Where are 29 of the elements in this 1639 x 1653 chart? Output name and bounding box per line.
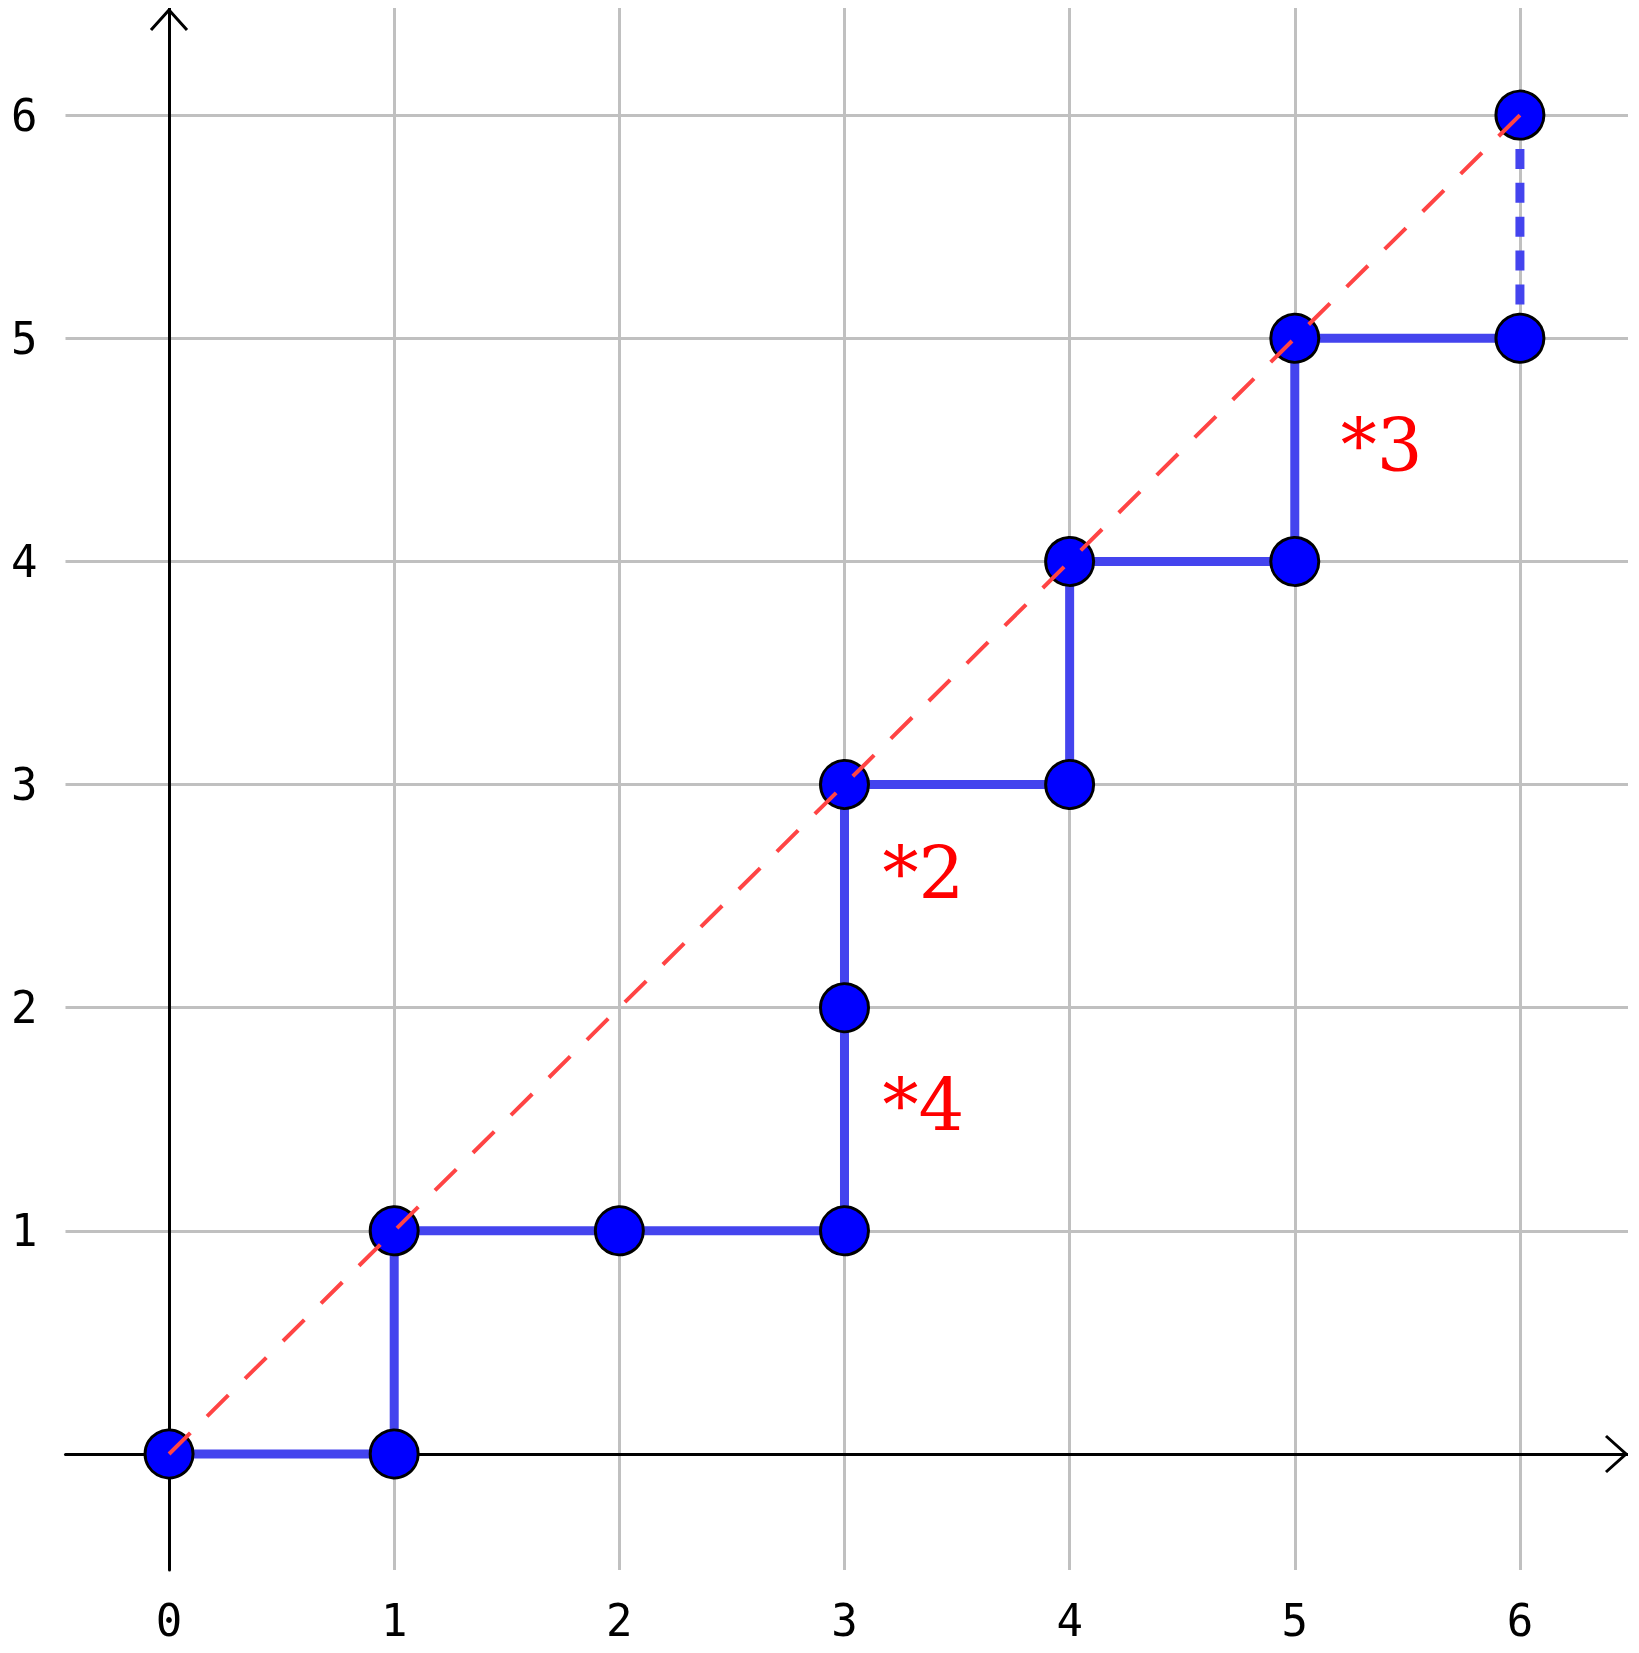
annotation: *4 (882, 1064, 965, 1149)
x-tick-label: 0 (155, 1594, 183, 1646)
point (819, 982, 870, 1034)
point (1044, 535, 1096, 587)
point (1494, 89, 1546, 141)
x-tick-label: 6 (1506, 1594, 1534, 1646)
point (143, 1428, 195, 1480)
point (1269, 535, 1321, 587)
x-tick-label: 4 (1056, 1594, 1083, 1646)
point (819, 759, 870, 811)
annotation: *3 (1340, 403, 1423, 488)
x-tick-label: 1 (380, 1594, 408, 1646)
point (368, 1205, 420, 1257)
point (1044, 759, 1096, 811)
point (1494, 312, 1546, 364)
y-tick-label: 3 (10, 759, 38, 811)
y-tick-label: 2 (10, 982, 38, 1034)
y-tick-label: 5 (10, 312, 38, 364)
annotation: *2 (882, 832, 965, 917)
y-tick-label: 1 (10, 1205, 38, 1257)
point (368, 1428, 420, 1480)
y-tick-label: 4 (10, 535, 38, 587)
point (1269, 312, 1321, 364)
point (819, 1205, 870, 1257)
x-tick-label: 5 (1281, 1594, 1309, 1646)
x-tick-label: 2 (606, 1594, 633, 1646)
x-tick-label: 3 (831, 1594, 858, 1646)
y-tick-label: 6 (10, 89, 38, 141)
point (593, 1205, 645, 1257)
